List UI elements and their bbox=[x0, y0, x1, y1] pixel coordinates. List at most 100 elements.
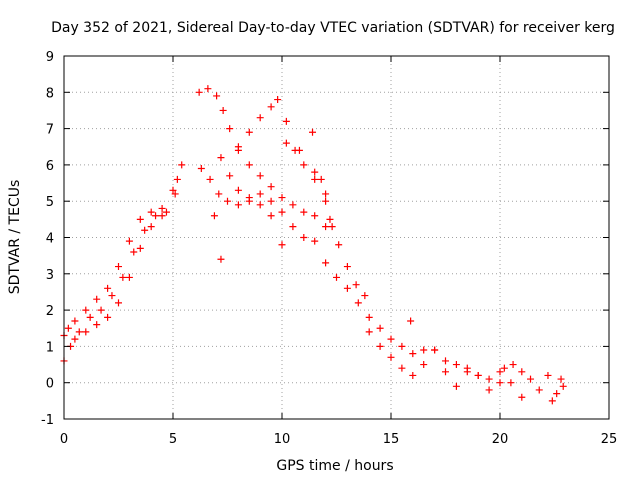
data-point bbox=[322, 197, 330, 205]
data-point bbox=[195, 88, 203, 96]
data-point bbox=[527, 375, 535, 383]
data-point bbox=[289, 223, 297, 231]
x-tick-label: 20 bbox=[492, 432, 509, 447]
data-point bbox=[125, 237, 133, 245]
x-tick-label: 5 bbox=[169, 432, 177, 447]
data-point bbox=[162, 208, 170, 216]
data-point bbox=[496, 368, 504, 376]
data-point bbox=[197, 165, 205, 173]
data-point bbox=[557, 375, 565, 383]
data-point bbox=[548, 397, 556, 405]
data-point bbox=[442, 368, 449, 376]
data-point bbox=[300, 208, 308, 216]
data-point bbox=[289, 201, 297, 209]
y-tick-label: 5 bbox=[46, 195, 54, 210]
y-tick-label: 4 bbox=[46, 232, 54, 247]
data-point bbox=[217, 154, 225, 162]
data-point bbox=[204, 85, 212, 93]
data-point bbox=[322, 190, 330, 198]
data-point bbox=[311, 212, 319, 220]
data-point bbox=[93, 295, 101, 303]
data-point bbox=[485, 386, 493, 394]
data-point bbox=[115, 263, 122, 271]
series-arc-6 bbox=[217, 154, 319, 245]
data-point bbox=[311, 168, 319, 176]
data-point bbox=[173, 175, 181, 183]
data-point bbox=[226, 125, 234, 133]
chart-title: Day 352 of 2021, Sidereal Day-to-day VTE… bbox=[51, 20, 615, 36]
data-point bbox=[387, 335, 395, 343]
series-arc-1 bbox=[60, 161, 186, 340]
data-point bbox=[507, 379, 515, 387]
data-point bbox=[82, 306, 90, 314]
data-point bbox=[343, 263, 351, 271]
data-point bbox=[322, 259, 330, 267]
data-point bbox=[115, 299, 122, 307]
data-point bbox=[256, 172, 264, 180]
data-point bbox=[352, 281, 360, 289]
data-point bbox=[125, 273, 133, 281]
data-point bbox=[278, 208, 286, 216]
data-point bbox=[398, 364, 406, 372]
y-tick-label: 0 bbox=[46, 377, 54, 392]
data-point bbox=[245, 161, 253, 169]
data-point bbox=[442, 357, 449, 365]
data-point bbox=[398, 342, 406, 350]
series-isolated bbox=[210, 128, 415, 325]
data-point bbox=[71, 335, 79, 343]
y-tick-labels: -1 0 1 2 3 4 5 6 7 8 9 bbox=[41, 50, 54, 428]
y-tick-label: -1 bbox=[41, 413, 54, 428]
data-point bbox=[97, 306, 105, 314]
data-point bbox=[178, 161, 186, 169]
data-point bbox=[300, 161, 308, 169]
data-point bbox=[518, 368, 526, 376]
x-tick-label: 15 bbox=[383, 432, 400, 447]
series-arc-10 bbox=[365, 328, 526, 401]
data-point bbox=[322, 223, 330, 231]
data-point bbox=[420, 361, 428, 369]
data-point bbox=[130, 248, 138, 256]
data-point bbox=[245, 128, 253, 136]
data-point bbox=[171, 190, 179, 198]
series-arc-2 bbox=[60, 190, 179, 365]
data-point bbox=[245, 194, 253, 202]
series-arc-9 bbox=[322, 259, 504, 387]
data-point bbox=[224, 197, 231, 205]
data-point bbox=[234, 143, 242, 151]
data-point bbox=[267, 212, 275, 220]
data-point bbox=[409, 371, 417, 379]
data-point bbox=[431, 346, 439, 354]
series-arc-8 bbox=[282, 139, 369, 300]
data-point bbox=[158, 212, 166, 220]
data-point bbox=[226, 172, 234, 180]
data-point bbox=[553, 390, 561, 398]
y-tick-label: 1 bbox=[46, 340, 54, 355]
data-point bbox=[409, 350, 417, 358]
data-point bbox=[333, 273, 340, 281]
data-point bbox=[463, 364, 471, 372]
data-point bbox=[104, 284, 112, 292]
data-point bbox=[311, 237, 319, 245]
data-point bbox=[119, 273, 127, 281]
data-point bbox=[559, 382, 567, 390]
data-point bbox=[311, 175, 319, 183]
grid-lines bbox=[64, 56, 609, 419]
x-axis-label: GPS time / hours bbox=[276, 458, 393, 474]
data-point bbox=[361, 292, 369, 300]
data-point bbox=[328, 223, 336, 231]
data-point bbox=[335, 241, 343, 249]
data-point bbox=[278, 194, 286, 202]
series-arc-3 bbox=[71, 212, 166, 343]
y-tick-label: 6 bbox=[46, 159, 54, 174]
series-arc-5 bbox=[197, 165, 286, 249]
data-point bbox=[267, 103, 275, 111]
series-arc-11 bbox=[500, 361, 567, 405]
x-tick-labels: 0 5 10 15 20 25 bbox=[60, 432, 617, 447]
data-point bbox=[535, 386, 543, 394]
data-point bbox=[343, 284, 351, 292]
data-point bbox=[317, 175, 325, 183]
data-point bbox=[210, 212, 218, 220]
data-point bbox=[365, 328, 373, 336]
data-point bbox=[452, 382, 460, 390]
